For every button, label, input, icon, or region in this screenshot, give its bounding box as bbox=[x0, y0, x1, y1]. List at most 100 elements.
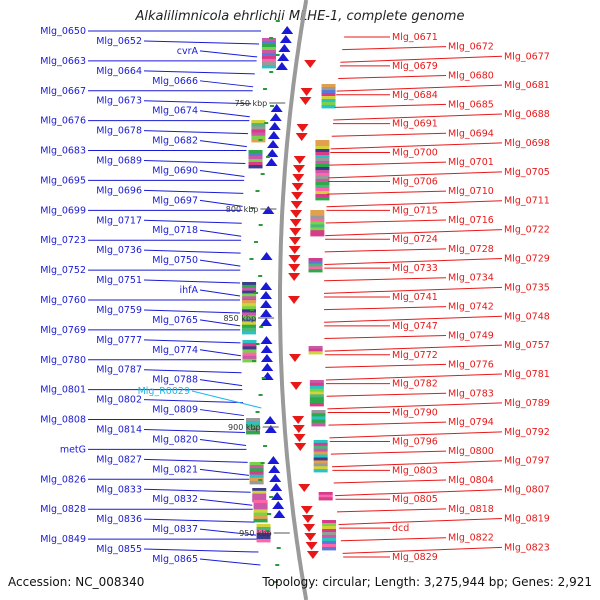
reverse-gene-label-leader-line bbox=[330, 142, 503, 150]
forward-gene-label-leader-line bbox=[143, 518, 255, 523]
forward-gene-label: metG bbox=[60, 444, 86, 455]
reverse-gene-label: Mlg_0677 bbox=[504, 51, 550, 62]
forward-gene-label: Mlg_0820 bbox=[152, 434, 198, 445]
reverse-feature-band bbox=[315, 194, 330, 198]
reverse-feature-band bbox=[310, 212, 325, 217]
reverse-feature-band bbox=[315, 188, 330, 192]
forward-feature-band bbox=[242, 358, 257, 363]
reverse-strand-arrow bbox=[293, 156, 306, 164]
reverse-gene-label: Mlg_0804 bbox=[448, 475, 494, 486]
reverse-feature-band bbox=[315, 191, 330, 195]
forward-gene-label-leader-line bbox=[143, 458, 248, 463]
forward-gene-label: Mlg_0849 bbox=[40, 534, 86, 545]
reverse-gene-label-leader-line bbox=[336, 84, 503, 92]
reverse-gene-label: Mlg_0734 bbox=[448, 273, 494, 284]
forward-feature-band bbox=[249, 477, 264, 482]
forward-feature-band bbox=[248, 156, 263, 160]
forward-gene-label: Mlg_0650 bbox=[40, 26, 86, 37]
reverse-gene-label: Mlg_0794 bbox=[448, 417, 494, 428]
forward-strand-arrow bbox=[272, 501, 285, 509]
forward-gene-label: Mlg_0696 bbox=[96, 185, 142, 196]
forward-feature-band bbox=[246, 421, 261, 425]
reverse-feature-band bbox=[315, 152, 330, 156]
minor-feature-tick bbox=[252, 360, 257, 362]
reverse-feature-band bbox=[313, 454, 328, 458]
forward-strand-arrow bbox=[260, 336, 273, 344]
rna-gene-label: Mlg_R0029 bbox=[138, 386, 190, 397]
reverse-strand-arrow bbox=[294, 443, 307, 451]
forward-gene-label-leader-line bbox=[199, 409, 244, 417]
forward-feature-band bbox=[242, 284, 257, 289]
minor-feature-tick bbox=[258, 224, 263, 226]
reverse-gene-label: Mlg_0776 bbox=[448, 359, 494, 370]
forward-gene-label-leader-line bbox=[143, 189, 244, 194]
reverse-gene-label: Mlg_0807 bbox=[504, 485, 550, 496]
forward-feature-band bbox=[261, 56, 276, 60]
ruler-tick-label: 950 kbp bbox=[239, 529, 272, 538]
reverse-feature-band bbox=[322, 544, 337, 548]
reverse-strand-arrow bbox=[288, 255, 301, 263]
forward-strand-arrow bbox=[268, 465, 281, 473]
forward-gene-label: Mlg_0652 bbox=[96, 36, 142, 47]
reverse-gene-label: Mlg_0679 bbox=[392, 61, 438, 72]
reverse-gene-label-leader-line bbox=[324, 315, 503, 323]
topology-summary: Topology: circular; Length: 3,275,944 bp… bbox=[262, 575, 592, 589]
reverse-feature-band bbox=[313, 469, 328, 473]
reverse-feature-band bbox=[322, 547, 337, 551]
forward-gene-label-leader-line bbox=[199, 379, 243, 387]
forward-feature-band bbox=[242, 309, 256, 313]
forward-strand-arrow bbox=[277, 53, 290, 61]
reverse-gene-label: Mlg_0748 bbox=[504, 311, 550, 322]
reverse-feature-band bbox=[315, 173, 330, 177]
forward-gene-label: Mlg_0664 bbox=[96, 66, 142, 77]
reverse-gene-label: Mlg_0722 bbox=[504, 225, 550, 236]
reverse-feature-band bbox=[315, 161, 330, 165]
reverse-gene-label-leader-line bbox=[326, 200, 503, 208]
ruler-layer: 750 kbp 800 kbp 850 kbp 900 kbp 950 kbp bbox=[223, 99, 290, 538]
forward-feature-band bbox=[252, 490, 267, 494]
reverse-gene-label: Mlg_0691 bbox=[392, 119, 438, 130]
forward-gene-label-leader-line bbox=[199, 558, 261, 566]
reverse-strand-arrow bbox=[291, 183, 304, 191]
minor-feature-tick bbox=[258, 139, 263, 141]
reverse-strand-arrow bbox=[291, 192, 304, 200]
ruler-tick-label: 750 kbp bbox=[235, 99, 268, 108]
forward-feature-band bbox=[251, 138, 266, 143]
reverse-feature-band bbox=[313, 460, 328, 464]
forward-feature-band bbox=[261, 53, 276, 57]
forward-gene-label: Mlg_0674 bbox=[152, 106, 198, 117]
reverse-feature-band bbox=[315, 140, 330, 144]
minor-feature-tick bbox=[273, 581, 278, 583]
reverse-strand-arrow bbox=[300, 88, 313, 96]
forward-strand-arrow bbox=[260, 309, 273, 317]
minor-feature-tick bbox=[270, 105, 275, 107]
minor-feature-tick bbox=[252, 428, 257, 430]
reverse-strand-arrow bbox=[295, 133, 308, 141]
forward-gene-label-leader-line bbox=[143, 70, 255, 75]
forward-gene-label-leader-line bbox=[199, 259, 241, 267]
reverse-gene-label-leader-line bbox=[333, 479, 447, 484]
minor-feature-tick bbox=[263, 445, 268, 447]
forward-feature-band bbox=[248, 165, 263, 169]
minor-feature-tick bbox=[275, 20, 280, 22]
reverse-gene-label: Mlg_0680 bbox=[448, 71, 494, 82]
minor-feature-tick bbox=[265, 530, 270, 532]
forward-feature-band bbox=[242, 327, 256, 332]
reverse-strand-arrow bbox=[293, 434, 306, 442]
forward-strand-arrow bbox=[260, 291, 273, 299]
reverse-gene-label: Mlg_0728 bbox=[448, 244, 494, 255]
reverse-gene-label: Mlg_0781 bbox=[504, 369, 550, 380]
forward-gene-label: Mlg_0736 bbox=[96, 245, 142, 256]
forward-strand-arrow bbox=[264, 425, 277, 433]
reverse-gene-label-leader-line bbox=[340, 537, 447, 542]
reverse-gene-label-leader-line bbox=[330, 450, 447, 455]
reverse-feature-band bbox=[318, 494, 333, 498]
genome-title: Alkalilimnicola ehrlichii MLHE-1, comple… bbox=[135, 9, 465, 24]
reverse-gene-label-leader-line bbox=[342, 46, 447, 51]
forward-gene-label: Mlg_0855 bbox=[96, 544, 142, 555]
minor-feature-tick bbox=[275, 54, 280, 56]
reverse-feature-band bbox=[309, 394, 324, 398]
forward-feature-band bbox=[242, 290, 257, 294]
minor-feature-tick bbox=[250, 309, 255, 311]
reverse-feature-band bbox=[310, 218, 325, 222]
